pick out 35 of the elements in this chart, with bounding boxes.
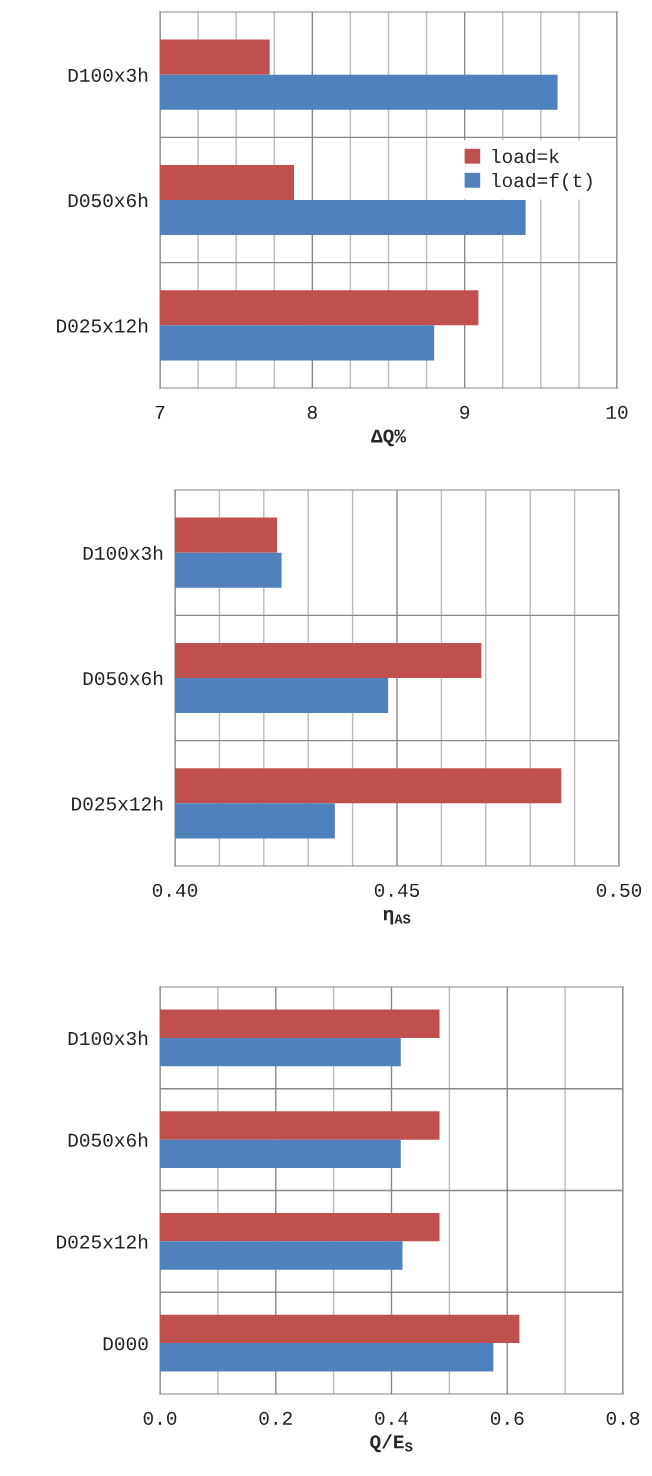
x-tick-label: 0.8 xyxy=(606,1411,640,1425)
x-tick-label: 0.2 xyxy=(259,1411,292,1425)
y-tick-label: D050x6h xyxy=(68,1132,148,1147)
bar xyxy=(160,1139,401,1169)
bar xyxy=(160,1037,401,1067)
x-axis-title: η$_{AS}$ xyxy=(383,909,411,925)
y-tick-label: D000 xyxy=(103,1337,148,1351)
bar xyxy=(160,1111,440,1140)
bar xyxy=(160,1343,494,1372)
y-tick-label: D100x3h xyxy=(83,545,163,560)
legend-label: load=f(t) xyxy=(492,172,592,192)
y-tick-label: D100x3h xyxy=(68,1030,148,1046)
bar xyxy=(160,1212,440,1242)
x-tick-label: 0.50 xyxy=(596,883,642,897)
x-tick-label: 0.0 xyxy=(143,1411,177,1425)
x-tick-label: 0.4 xyxy=(375,1411,409,1425)
bar xyxy=(160,1009,440,1038)
y-tick-label: D025x12h xyxy=(57,1234,148,1249)
y-tick-label: D050x6h xyxy=(83,670,163,686)
x-tick-label: 8 xyxy=(307,405,317,419)
y-tick-label: D050x6h xyxy=(68,192,148,208)
x-tick-label: 0.6 xyxy=(490,1411,524,1425)
x-axis-title: ΔQ% xyxy=(371,429,407,447)
x-tick-label: 10 xyxy=(606,405,628,419)
bar xyxy=(160,1241,403,1270)
x-tick-label: 7 xyxy=(155,405,165,419)
y-tick-label: D100x3h xyxy=(68,67,148,82)
x-tick-label: 0.45 xyxy=(374,883,420,897)
x-tick-label: 0.40 xyxy=(152,883,198,897)
x-tick-label: 9 xyxy=(460,405,470,419)
x-axis-title: Q/E$_{S}$ xyxy=(370,1434,413,1453)
legend-label: load=k xyxy=(492,148,559,164)
y-tick-label: D025x12h xyxy=(57,318,148,333)
y-tick-label: D025x12h xyxy=(72,796,163,811)
bar xyxy=(160,1314,520,1344)
